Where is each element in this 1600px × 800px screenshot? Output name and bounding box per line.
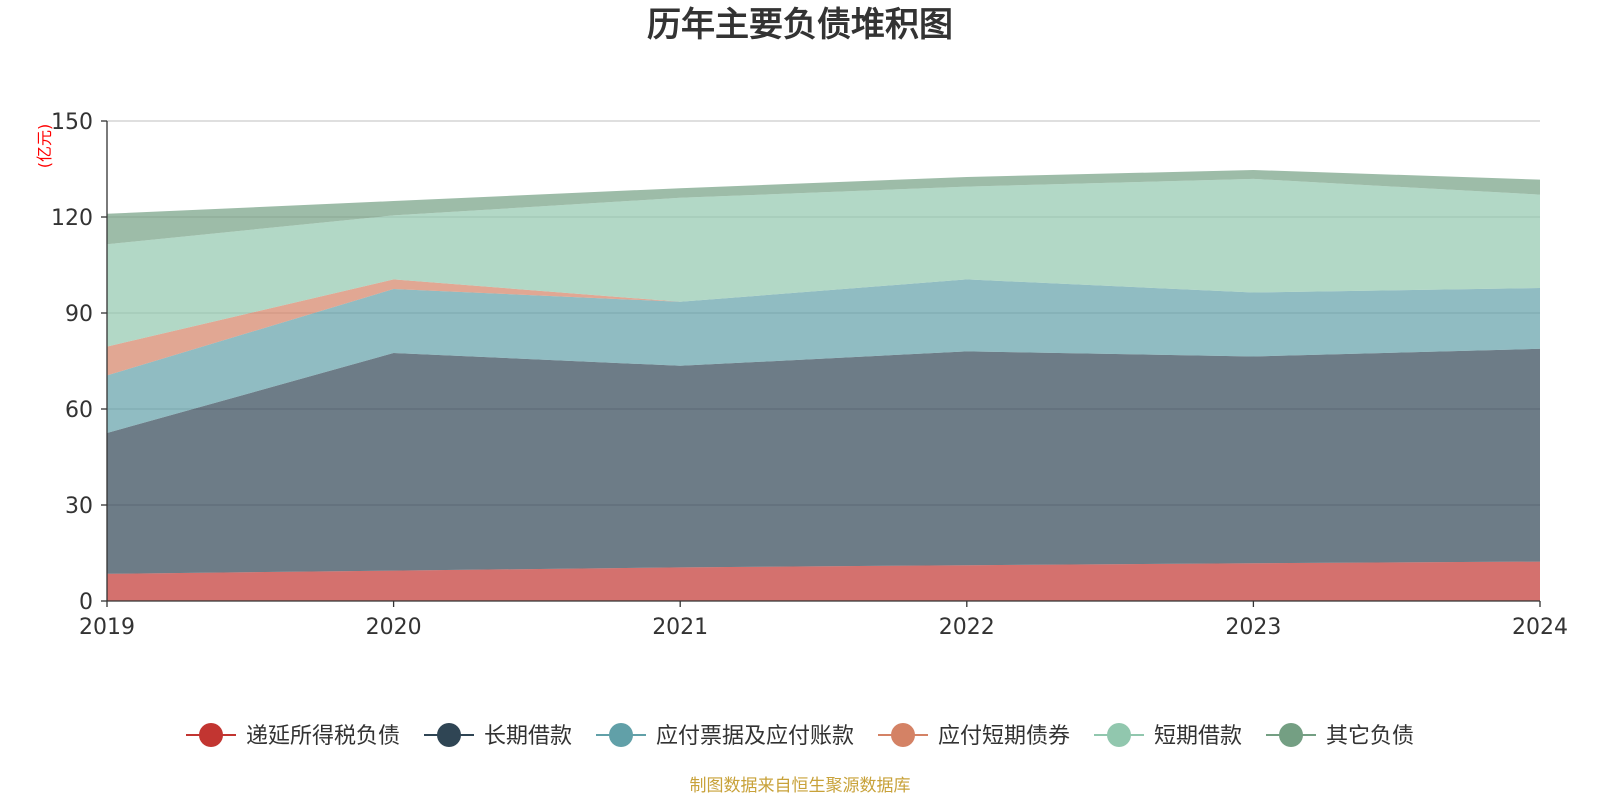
- legend-marker-icon: [199, 723, 223, 747]
- legend-item-5[interactable]: 短期借款: [1094, 723, 1242, 749]
- legend-label: 应付票据及应付账款: [656, 724, 854, 749]
- axes: 0 30 60 90 120 150 2019 2020 2021 2022 2023 2024: [51, 110, 1568, 640]
- y-tick-label: 90: [65, 302, 93, 327]
- x-tick-label: 2021: [652, 615, 708, 640]
- y-tick-label: 120: [51, 206, 93, 231]
- legend-item-4[interactable]: 应付短期债券: [878, 723, 1070, 749]
- legend: 递延所得税负债 长期借款 应付票据及应付账款 应付短期债券 短期借款 其它负债: [186, 723, 1414, 749]
- legend-label: 长期借款: [484, 724, 572, 749]
- legend-item-3[interactable]: 应付票据及应付账款: [596, 723, 854, 749]
- x-tick-label: 2024: [1512, 615, 1568, 640]
- y-tick-label: 0: [79, 590, 93, 615]
- x-tick-label: 2020: [366, 615, 422, 640]
- area-series-5: [107, 178, 1540, 347]
- y-tick-label: 30: [65, 494, 93, 519]
- area-series-6: [107, 170, 1540, 245]
- area-series-1: [107, 561, 1540, 601]
- x-tick-label: 2019: [79, 615, 135, 640]
- x-tick-label: 2023: [1225, 615, 1281, 640]
- area-series-3: [107, 279, 1540, 433]
- legend-item-2[interactable]: 长期借款: [424, 723, 572, 749]
- legend-marker-icon: [437, 723, 461, 747]
- chart-title: 历年主要负债堆积图: [647, 5, 953, 45]
- area-series-2: [107, 348, 1540, 574]
- legend-label: 应付短期债券: [938, 724, 1070, 749]
- x-tick-label: 2022: [939, 615, 995, 640]
- legend-marker-icon: [1107, 723, 1131, 747]
- source-note: 制图数据来自恒生聚源数据库: [690, 776, 911, 796]
- legend-label: 其它负债: [1326, 724, 1414, 749]
- legend-item-1[interactable]: 递延所得税负债: [186, 723, 400, 749]
- legend-marker-icon: [1279, 723, 1303, 747]
- legend-label: 短期借款: [1154, 724, 1242, 749]
- legend-item-6[interactable]: 其它负债: [1266, 723, 1414, 749]
- legend-label: 递延所得税负债: [246, 724, 400, 749]
- legend-marker-icon: [609, 723, 633, 747]
- y-tick-label: 60: [65, 398, 93, 423]
- y-unit-label: (亿元): [35, 124, 54, 169]
- legend-marker-icon: [891, 723, 915, 747]
- area-series: [107, 170, 1540, 601]
- y-tick-label: 150: [51, 110, 93, 135]
